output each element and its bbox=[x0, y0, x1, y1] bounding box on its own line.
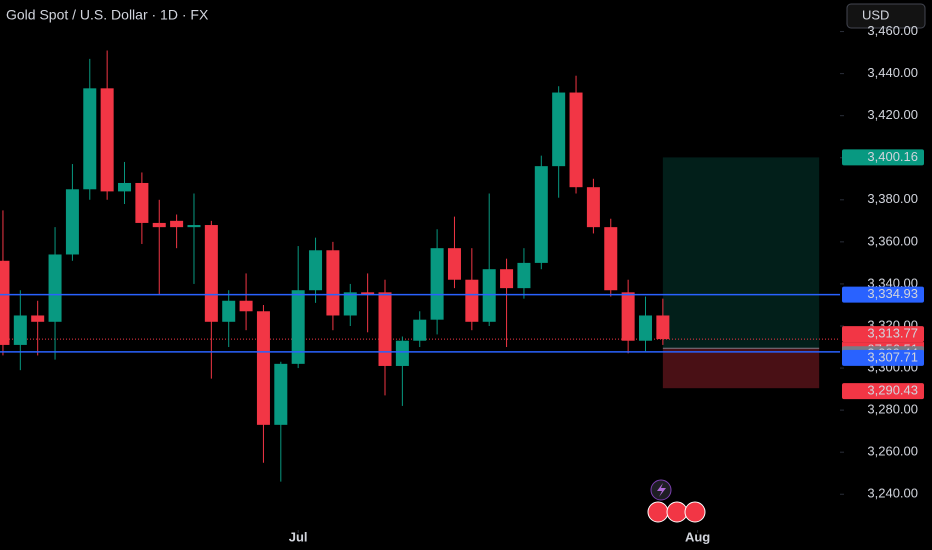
candle-body bbox=[0, 260, 10, 345]
last-price-label: 3,313.77 bbox=[867, 326, 918, 341]
candle-body bbox=[500, 269, 514, 289]
candle-body bbox=[222, 300, 236, 322]
candle-body bbox=[638, 315, 652, 341]
candle-body bbox=[152, 222, 166, 228]
candle-body bbox=[656, 315, 670, 340]
x-tick-label: Jul bbox=[289, 529, 308, 544]
currency-button[interactable] bbox=[846, 3, 926, 29]
candle-body bbox=[552, 92, 566, 167]
candle-body bbox=[274, 363, 288, 425]
candle-body bbox=[378, 292, 392, 366]
currency-label[interactable]: USD bbox=[862, 7, 889, 22]
candle-body bbox=[65, 189, 79, 255]
line-label: 3,307.71 bbox=[867, 349, 918, 364]
y-tick-label: 3,360.00 bbox=[867, 233, 918, 248]
stop-zone bbox=[662, 348, 820, 389]
line-tag bbox=[842, 349, 924, 366]
candle-body bbox=[291, 290, 305, 364]
candle-body bbox=[31, 315, 45, 322]
candle-body bbox=[100, 88, 114, 192]
candle-body bbox=[482, 269, 496, 322]
y-tick-label: 3,380.00 bbox=[867, 191, 918, 206]
candle-body bbox=[517, 262, 531, 289]
x-tick-label: Aug bbox=[685, 529, 710, 544]
candle-body bbox=[413, 319, 427, 341]
candle-body bbox=[204, 225, 218, 322]
candle-body bbox=[361, 292, 375, 295]
y-tick-label: 3,240.00 bbox=[867, 486, 918, 501]
y-tick-label: 3,460.00 bbox=[867, 23, 918, 38]
candle-body bbox=[430, 248, 444, 320]
candle-body bbox=[118, 182, 132, 192]
target-label: 3,400.16 bbox=[867, 149, 918, 164]
line-tag bbox=[842, 286, 924, 303]
y-tick-label: 3,280.00 bbox=[867, 402, 918, 417]
event-icons bbox=[647, 479, 706, 523]
candle-body bbox=[586, 187, 600, 228]
target-zone bbox=[662, 157, 820, 349]
candle-body bbox=[170, 220, 184, 228]
candle-body bbox=[48, 254, 62, 322]
candle-body bbox=[135, 182, 149, 223]
candle-body bbox=[569, 92, 583, 188]
stop-tag bbox=[842, 383, 924, 400]
candle-body bbox=[83, 88, 97, 190]
candle-body bbox=[395, 340, 409, 366]
candle-body bbox=[256, 311, 270, 425]
candle-body bbox=[447, 248, 461, 280]
candle-body bbox=[621, 292, 635, 341]
candle-body bbox=[187, 225, 201, 228]
candle-body bbox=[465, 279, 479, 322]
candle-body bbox=[309, 250, 323, 291]
y-tick-label: 3,420.00 bbox=[867, 107, 918, 122]
y-tick-label: 3,440.00 bbox=[867, 65, 918, 80]
candle-body bbox=[326, 250, 340, 316]
line-label: 3,334.93 bbox=[867, 286, 918, 301]
candle-body bbox=[534, 166, 548, 263]
candle-body bbox=[604, 227, 618, 291]
chart-title: Gold Spot / U.S. Dollar · 1D · FX bbox=[6, 7, 209, 23]
stop-label: 3,290.43 bbox=[867, 383, 918, 398]
target-tag bbox=[842, 149, 924, 166]
candle-body bbox=[343, 292, 357, 316]
last-price-tag bbox=[842, 326, 924, 343]
candle-body bbox=[13, 315, 27, 345]
y-tick-label: 3,260.00 bbox=[867, 444, 918, 459]
candle-body bbox=[239, 300, 253, 312]
